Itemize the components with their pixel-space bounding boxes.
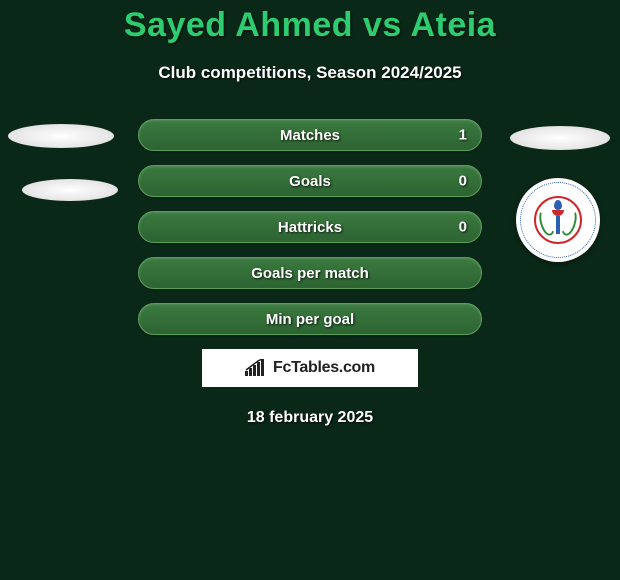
page-subtitle: Club competitions, Season 2024/2025 — [0, 63, 620, 83]
torch-icon — [552, 204, 564, 236]
brand-attribution: FcTables.com — [202, 349, 418, 387]
stat-label: Min per goal — [266, 311, 354, 328]
stat-value-right: 0 — [459, 219, 467, 236]
stat-label: Hattricks — [278, 219, 342, 236]
bar-chart-icon — [245, 359, 267, 377]
stat-label: Goals per match — [251, 265, 369, 282]
stat-row-matches: Matches 1 — [138, 119, 482, 151]
club-badge-icon — [516, 178, 600, 262]
torch-stem-icon — [556, 216, 560, 234]
badge-inner — [534, 196, 582, 244]
stat-row-goals: Goals 0 — [138, 165, 482, 197]
stat-row-min-per-goal: Min per goal — [138, 303, 482, 335]
brand-text: FcTables.com — [273, 359, 375, 377]
stat-row-hattricks: Hattricks 0 — [138, 211, 482, 243]
footer-date: 18 february 2025 — [0, 409, 620, 427]
stat-value-right: 1 — [459, 127, 467, 144]
stats-list: Matches 1 Goals 0 Hattricks 0 Goals per … — [138, 119, 482, 335]
stat-value-right: 0 — [459, 173, 467, 190]
stat-row-goals-per-match: Goals per match — [138, 257, 482, 289]
page-title: Sayed Ahmed vs Ateia — [0, 6, 620, 45]
flame-icon — [554, 200, 562, 210]
stat-label: Goals — [289, 173, 331, 190]
stat-label: Matches — [280, 127, 340, 144]
comparison-card: Sayed Ahmed vs Ateia Club competitions, … — [0, 0, 620, 427]
player-right-placeholder — [510, 126, 610, 150]
player-left-placeholder-1 — [8, 124, 114, 148]
player-left-placeholder-2 — [22, 179, 118, 201]
